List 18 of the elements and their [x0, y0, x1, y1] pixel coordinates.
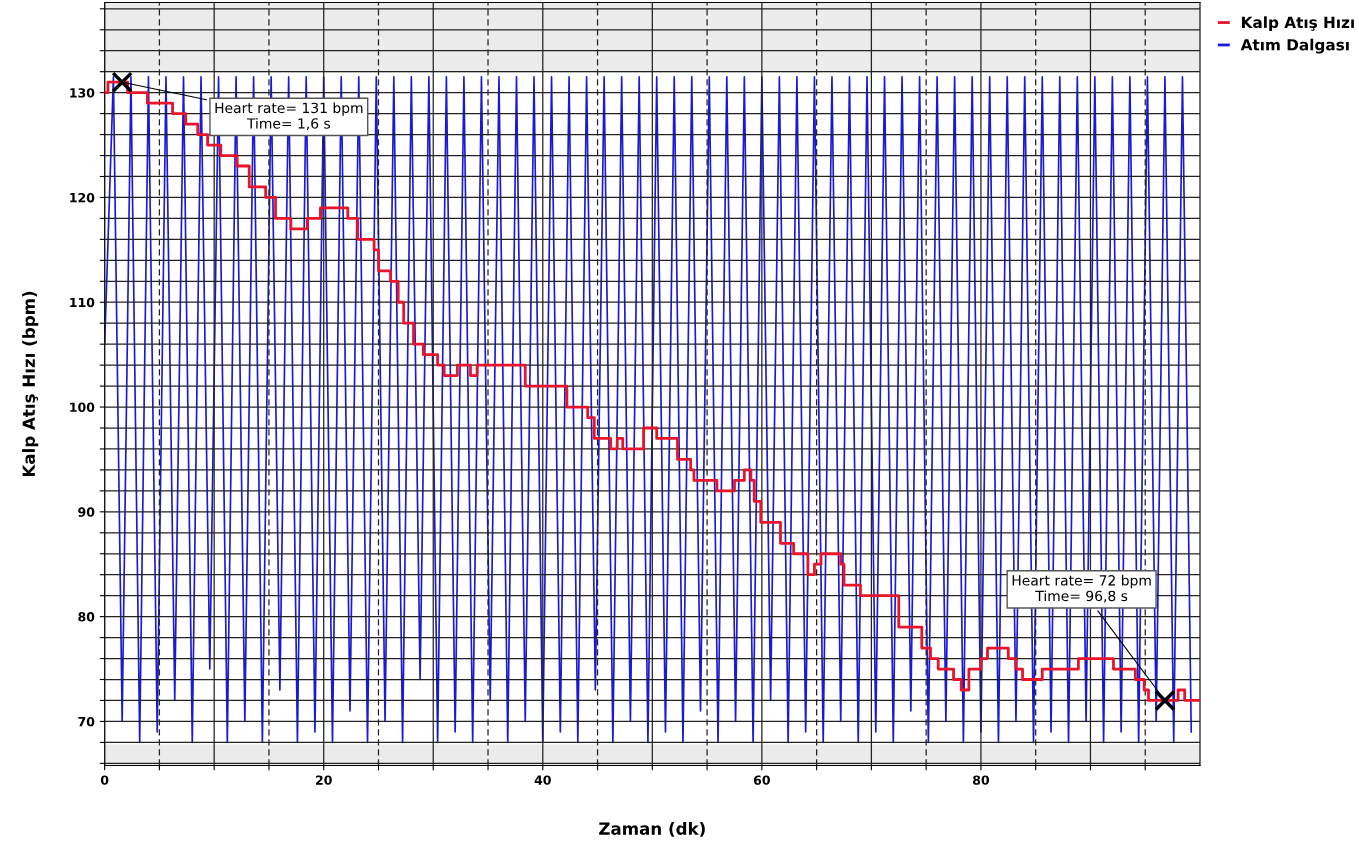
x-tick-label: 60 [753, 775, 770, 785]
x-axis-title: Zaman (dk) [599, 821, 705, 837]
y-tick-label: 70 [78, 716, 95, 727]
legend-label: Atım Dalgası [1240, 38, 1349, 54]
y-tick-label: 100 [70, 402, 95, 412]
annotation: Heart rate= 72 bpm Time= 96,8 s [1012, 574, 1151, 603]
x-tick-label: 0 [100, 775, 109, 785]
y-tick-label: 80 [78, 612, 95, 622]
x-tick-label: 80 [972, 775, 990, 785]
legend-label: Kalp Atış Hızı [1242, 16, 1354, 32]
x-tick-label: 20 [316, 775, 332, 785]
y-tick-label: 110 [70, 297, 95, 308]
y-axis-title: Kalp Atış Hızı (bpm) [22, 291, 39, 477]
annotation: Heart rate= 131 bpm Time= 1,6 s [215, 102, 363, 131]
x-tick-label: 40 [534, 775, 551, 785]
y-tick-label: 130 [70, 88, 95, 98]
y-tick-label: 90 [78, 507, 95, 517]
y-tick-label: 120 [70, 192, 95, 203]
